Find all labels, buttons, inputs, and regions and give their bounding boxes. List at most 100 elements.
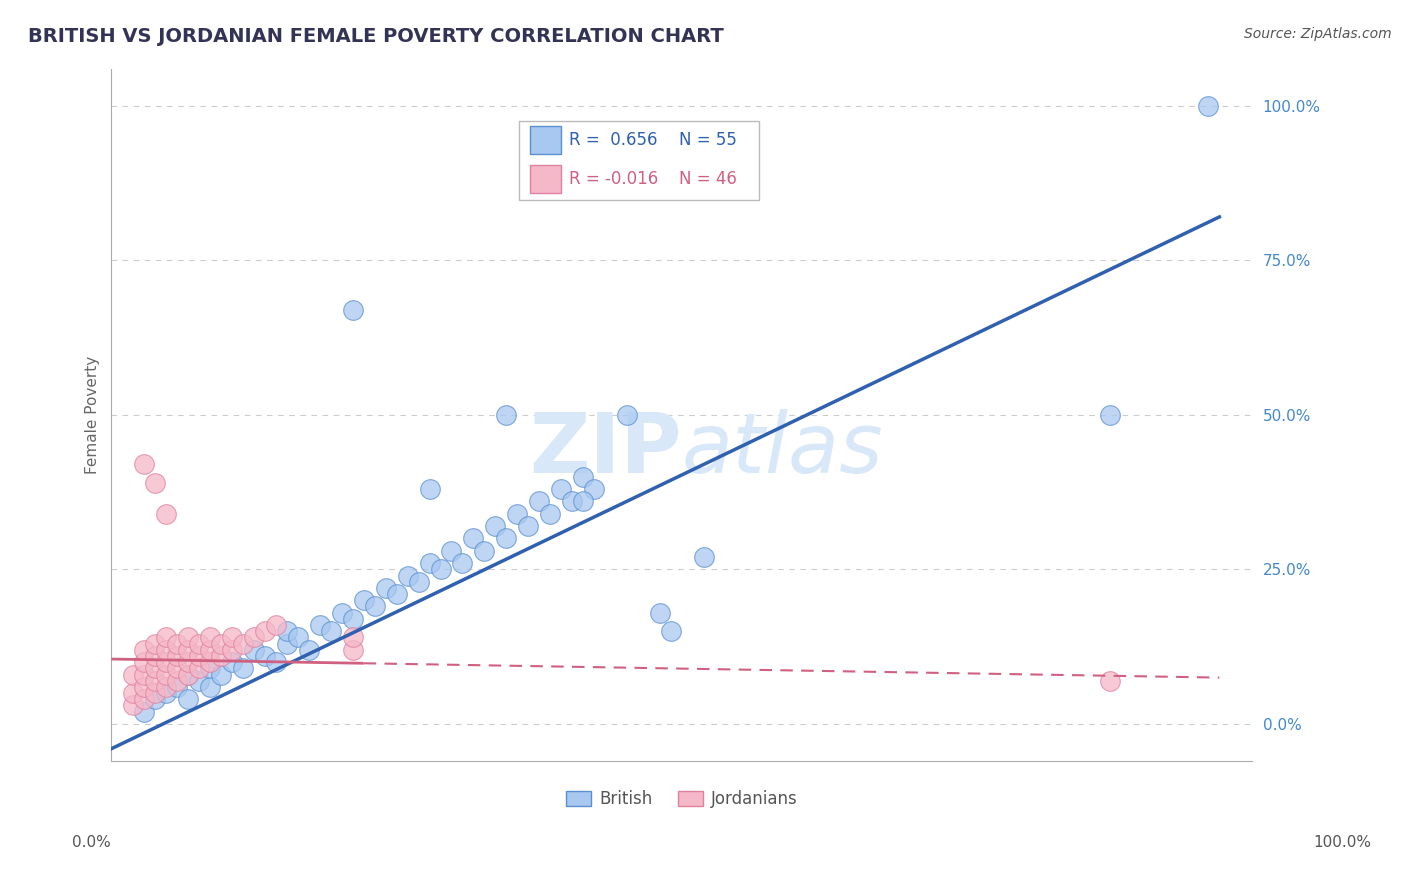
Point <box>253 624 276 639</box>
Point <box>659 624 682 639</box>
Point <box>495 532 517 546</box>
Point <box>155 686 177 700</box>
Point <box>1098 673 1121 688</box>
Point <box>385 587 408 601</box>
Point <box>134 655 156 669</box>
Point <box>177 692 200 706</box>
Point <box>529 494 551 508</box>
Point <box>122 698 145 713</box>
Point <box>143 661 166 675</box>
Point <box>122 667 145 681</box>
Point <box>363 599 385 614</box>
Point <box>166 648 188 663</box>
Point <box>166 637 188 651</box>
Point <box>134 680 156 694</box>
Point <box>143 692 166 706</box>
Point <box>177 655 200 669</box>
Point <box>374 581 396 595</box>
Point <box>408 574 430 589</box>
Text: Source: ZipAtlas.com: Source: ZipAtlas.com <box>1244 27 1392 41</box>
Point <box>572 494 595 508</box>
Point <box>209 667 232 681</box>
Point <box>429 562 451 576</box>
Point <box>188 661 211 675</box>
Point <box>440 544 463 558</box>
Point <box>253 648 276 663</box>
Point <box>319 624 342 639</box>
Point <box>1098 408 1121 422</box>
Point <box>221 655 243 669</box>
Point <box>276 624 298 639</box>
Point <box>550 482 572 496</box>
Point <box>264 655 287 669</box>
Point <box>463 532 485 546</box>
Point <box>134 457 156 471</box>
Text: BRITISH VS JORDANIAN FEMALE POVERTY CORRELATION CHART: BRITISH VS JORDANIAN FEMALE POVERTY CORR… <box>28 27 724 45</box>
Point <box>648 606 671 620</box>
Point <box>177 667 200 681</box>
Point <box>166 673 188 688</box>
Point <box>495 408 517 422</box>
Point <box>188 648 211 663</box>
Point <box>276 637 298 651</box>
Point <box>134 692 156 706</box>
Point <box>143 686 166 700</box>
Point <box>484 519 506 533</box>
Text: R = -0.016: R = -0.016 <box>568 170 658 188</box>
Point <box>330 606 353 620</box>
Point <box>221 631 243 645</box>
Point <box>177 631 200 645</box>
Point <box>572 469 595 483</box>
Point <box>198 680 221 694</box>
Point <box>396 568 419 582</box>
Point <box>143 637 166 651</box>
Y-axis label: Female Poverty: Female Poverty <box>86 356 100 474</box>
Point <box>693 549 716 564</box>
Point <box>342 631 364 645</box>
Point <box>232 661 254 675</box>
Text: R =  0.656: R = 0.656 <box>568 131 657 149</box>
Point <box>198 631 221 645</box>
Point <box>583 482 606 496</box>
Point <box>143 475 166 490</box>
Point <box>166 661 188 675</box>
Point <box>177 667 200 681</box>
Point <box>134 667 156 681</box>
Point <box>451 556 474 570</box>
Point <box>538 507 561 521</box>
Point <box>221 642 243 657</box>
Point <box>243 642 266 657</box>
Point <box>342 642 364 657</box>
Point <box>166 680 188 694</box>
Point <box>198 655 221 669</box>
Point <box>155 667 177 681</box>
Point <box>177 642 200 657</box>
Text: N = 55: N = 55 <box>679 131 737 149</box>
Point <box>198 642 221 657</box>
Point <box>188 637 211 651</box>
Point <box>155 507 177 521</box>
Point <box>308 618 330 632</box>
Point <box>232 637 254 651</box>
Point <box>1197 98 1219 112</box>
Point <box>616 408 638 422</box>
Point <box>353 593 375 607</box>
Point <box>561 494 583 508</box>
Point <box>155 680 177 694</box>
Point <box>419 482 441 496</box>
Point <box>342 612 364 626</box>
Point <box>209 648 232 663</box>
Point <box>517 519 540 533</box>
Text: 100.0%: 100.0% <box>1313 836 1372 850</box>
Point <box>134 642 156 657</box>
Text: 0.0%: 0.0% <box>72 836 111 850</box>
Text: atlas: atlas <box>682 409 883 490</box>
Point <box>122 686 145 700</box>
Point <box>188 673 211 688</box>
Point <box>264 618 287 632</box>
Legend: British, Jordanians: British, Jordanians <box>560 784 804 815</box>
Point <box>342 302 364 317</box>
Text: N = 46: N = 46 <box>679 170 737 188</box>
Point <box>155 642 177 657</box>
Point <box>287 631 309 645</box>
